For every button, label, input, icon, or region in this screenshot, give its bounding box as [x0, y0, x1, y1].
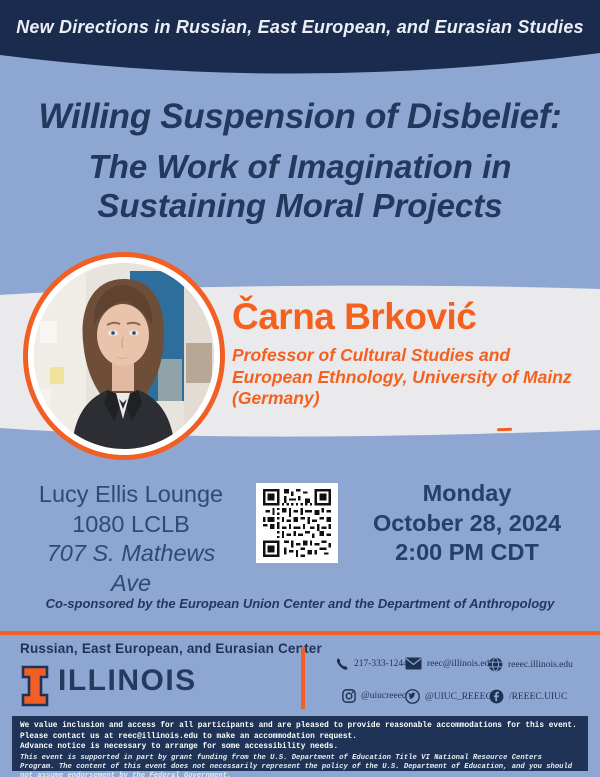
speaker-affiliation-line1: Professor of Cultural Studies and — [232, 345, 511, 365]
facebook-icon — [489, 689, 504, 704]
event-time: 2:00 PM CDT — [395, 539, 539, 565]
accessibility-line2: Please contact us at reec@illinois.edu t… — [20, 732, 357, 741]
globe-icon — [488, 657, 503, 672]
contact-email: reec@illinois.edu — [405, 657, 494, 670]
venue-block: Lucy Ellis Lounge 1080 LCLB 707 S. Mathe… — [25, 480, 237, 598]
lecture-title-line2: The Work of Imagination in — [88, 148, 512, 185]
header-curve — [0, 0, 600, 74]
twitter-icon — [405, 689, 420, 704]
speaker-block: Čarna Brković Professor of Cultural Stud… — [232, 296, 584, 410]
qr-code — [256, 483, 338, 563]
contact-email-label: reec@illinois.edu — [427, 658, 495, 669]
portrait-illustration — [34, 263, 214, 449]
contact-instagram-label: @uiucreeec — [361, 691, 407, 701]
contact-website: reeec.illinois.edu — [488, 657, 573, 672]
speaker-photo-frame — [23, 252, 225, 460]
speaker-affiliation-line2: European Ethnology, University of Mainz — [232, 366, 572, 387]
series-banner: New Directions in Russian, East European… — [16, 17, 584, 37]
lecture-title-line1: Willing Suspension of Disbelief: — [38, 97, 562, 136]
contact-twitter-label: @UIUC_REEEC — [425, 691, 492, 702]
contact-instagram: @uiucreeec — [342, 689, 406, 703]
accessibility-line3: Advance notice is necessary to arrange f… — [20, 743, 339, 751]
contact-facebook-label: /REEEC.UIUC — [509, 691, 568, 702]
datetime-block: Monday October 28, 2024 2:00 PM CDT — [358, 479, 576, 568]
qr-pattern — [263, 489, 331, 557]
lecture-title-line3: Sustaining Moral Projects — [97, 187, 503, 224]
accessibility-bar: We value inclusion and access for all pa… — [12, 716, 588, 777]
phone-icon — [336, 658, 348, 670]
contact-website-label: reeec.illinois.edu — [508, 659, 573, 670]
contact-phone: 217-333-1244 — [335, 657, 408, 671]
event-date: October 28, 2024 — [372, 509, 562, 536]
accessibility-line1: We value inclusion and access for all pa… — [20, 722, 577, 730]
contact-twitter: @UIUC_REEEC — [405, 689, 492, 704]
cosponsor-note: Co-sponsored by the European Union Cente… — [45, 596, 555, 611]
venue-name: Lucy Ellis Lounge — [38, 481, 224, 507]
email-icon — [405, 657, 422, 670]
venue-room: 1080 LCLB — [72, 510, 190, 537]
venue-address: 707 S. Mathews Ave — [46, 540, 216, 596]
lecture-title: Willing Suspension of Disbelief: The Wor… — [0, 94, 600, 225]
speaker-affiliation: Professor of Cultural Studies and Europe… — [232, 345, 584, 410]
orange-accent-dash — [496, 427, 513, 432]
instagram-icon — [342, 689, 356, 703]
funding-disclaimer: This event is supported in part by grant… — [20, 753, 573, 777]
speaker-affiliation-line3: (Germany) — [232, 388, 320, 408]
footer-vertical-divider — [301, 647, 305, 709]
event-day: Monday — [422, 480, 512, 506]
contact-phone-label: 217-333-1244 — [354, 659, 408, 669]
illinois-wordmark: ILLINOIS — [58, 664, 197, 697]
footer-divider-rule — [0, 631, 600, 635]
illinois-block-i-icon — [21, 665, 49, 707]
contact-facebook: /REEEC.UIUC — [489, 689, 567, 704]
speaker-photo — [34, 263, 214, 449]
speaker-name: Čarna Brković — [232, 296, 477, 337]
center-name: Russian, East European, and Eurasian Cen… — [20, 641, 322, 656]
